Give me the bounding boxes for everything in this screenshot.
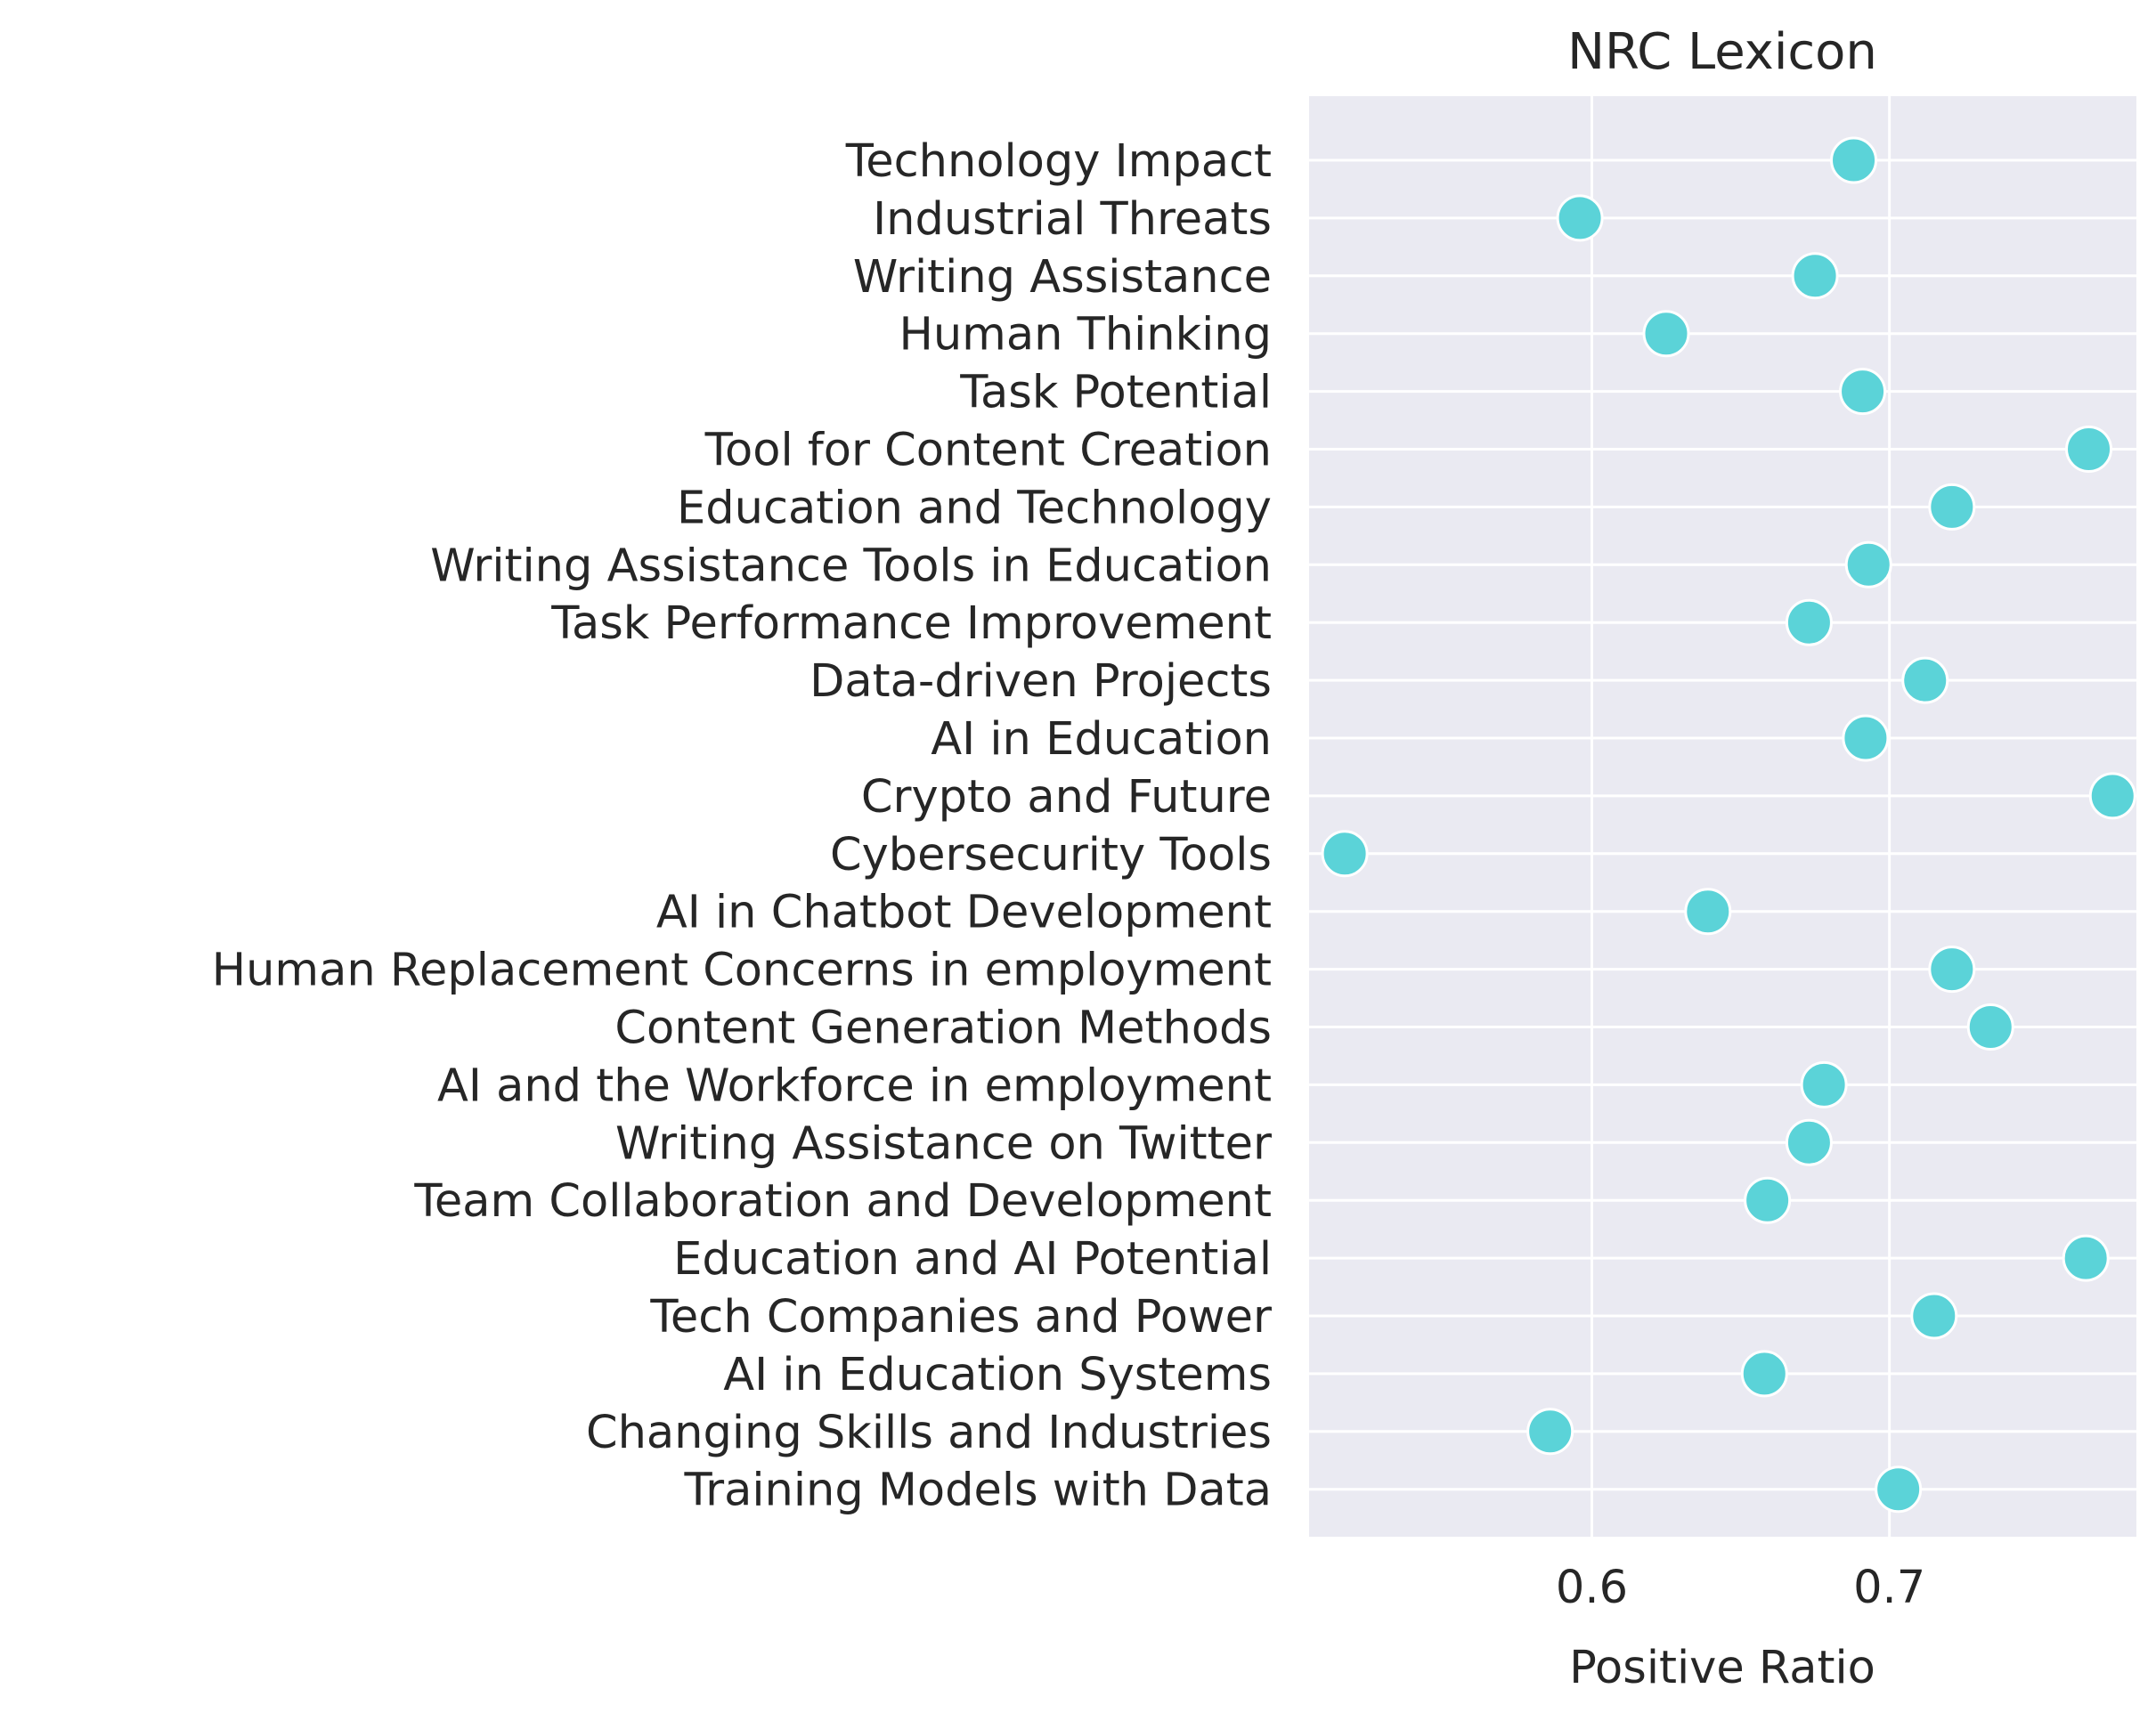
category-label: Training Models with Data	[683, 1465, 1272, 1517]
data-point	[1684, 888, 1732, 936]
category-label: Task Potential	[959, 367, 1272, 419]
category-label: Writing Assistance Tools in Education	[430, 540, 1272, 592]
category-label: Education and AI Potential	[673, 1233, 1272, 1286]
data-point	[2065, 426, 2113, 473]
category-label: Data-driven Projects	[810, 655, 1272, 708]
data-point	[1966, 1003, 2014, 1051]
category-label: Content Generation Methods	[614, 1003, 1272, 1055]
category-label: Writing Assistance	[853, 251, 1272, 304]
data-point	[1844, 540, 1892, 589]
x-tick-labels: 0.6 0.7	[1556, 1562, 1925, 1614]
data-point	[1839, 368, 1887, 416]
category-label: AI in Chatbot Development	[656, 887, 1272, 939]
category-label: AI in Education Systems	[723, 1349, 1272, 1401]
category-label: Human Replacement Concerns in employment	[212, 945, 1272, 997]
category-label: Cybersecurity Tools	[830, 829, 1272, 881]
category-label: Education and Technology	[677, 482, 1272, 534]
data-point	[1791, 252, 1839, 300]
category-label: Industrial Threats	[873, 193, 1272, 246]
x-axis-label: Positive Ratio	[1569, 1642, 1875, 1694]
data-point	[1928, 946, 1976, 994]
data-point	[2088, 772, 2136, 820]
x-tick-label: 0.7	[1853, 1562, 1925, 1614]
x-tick-label: 0.6	[1556, 1562, 1628, 1614]
data-point	[1785, 598, 1833, 646]
category-label: Human Thinking	[899, 309, 1272, 361]
category-label: Crypto and Future	[861, 771, 1272, 824]
data-points	[1321, 136, 2136, 1514]
grid	[1309, 96, 2136, 1537]
data-point	[1901, 656, 1949, 704]
data-point	[1526, 1408, 1574, 1456]
data-point	[1928, 483, 1976, 531]
chart-title: NRC Lexicon	[1567, 23, 1877, 81]
plot-area	[1309, 96, 2136, 1537]
category-label: Tool for Content Creation	[704, 425, 1272, 477]
data-point	[1321, 830, 1369, 878]
category-label: Tech Companies and Power	[649, 1291, 1272, 1344]
data-point	[1842, 714, 1890, 762]
data-point	[2062, 1234, 2110, 1282]
category-label: Changing Skills and Industries	[586, 1407, 1272, 1459]
data-point	[1800, 1060, 1848, 1108]
data-point	[1910, 1292, 1958, 1340]
category-label: Technology Impact	[845, 135, 1272, 188]
data-point	[1642, 310, 1690, 358]
data-point	[1785, 1118, 1833, 1166]
category-label: AI and the Workforce in employment	[437, 1059, 1272, 1112]
category-label: Task Performance Improvement	[550, 597, 1272, 650]
category-label: AI in Education	[931, 713, 1272, 766]
data-point	[1740, 1350, 1788, 1398]
category-label: Writing Assistance on Twitter	[615, 1117, 1272, 1170]
data-point	[1744, 1176, 1792, 1224]
category-label: Team Collaboration and Development	[413, 1175, 1272, 1228]
data-point	[1830, 136, 1878, 184]
data-point	[1556, 194, 1604, 242]
data-point	[1875, 1465, 1923, 1514]
